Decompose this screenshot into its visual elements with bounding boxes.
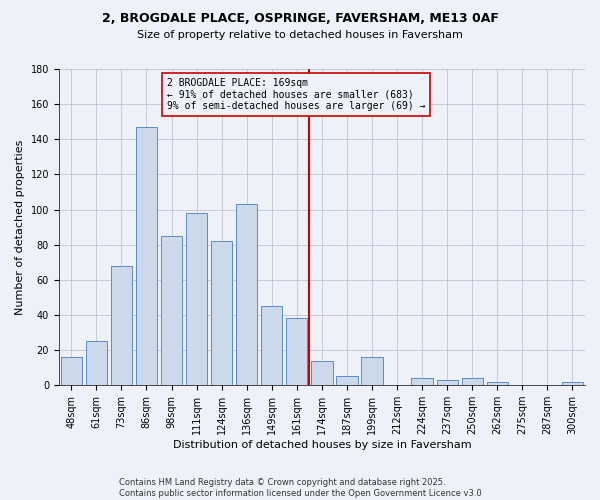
Bar (211, 241, 232, 385)
Bar (412, 378, 433, 385)
Bar (361, 357, 383, 385)
Y-axis label: Number of detached properties: Number of detached properties (15, 140, 25, 315)
Bar (186, 213, 207, 385)
Bar (461, 378, 483, 385)
Text: Contains HM Land Registry data © Crown copyright and database right 2025.
Contai: Contains HM Land Registry data © Crown c… (119, 478, 481, 498)
Text: 2, BROGDALE PLACE, OSPRINGE, FAVERSHAM, ME13 0AF: 2, BROGDALE PLACE, OSPRINGE, FAVERSHAM, … (101, 12, 499, 26)
Bar (161, 236, 182, 385)
Bar (61, 357, 82, 385)
Bar (487, 382, 508, 385)
Bar (261, 306, 283, 385)
Bar (111, 266, 132, 385)
X-axis label: Distribution of detached houses by size in Faversham: Distribution of detached houses by size … (173, 440, 471, 450)
Bar (136, 127, 157, 385)
Bar (562, 382, 583, 385)
Bar (311, 360, 332, 385)
Bar (286, 318, 307, 385)
Text: 2 BROGDALE PLACE: 169sqm
← 91% of detached houses are smaller (683)
9% of semi-d: 2 BROGDALE PLACE: 169sqm ← 91% of detach… (167, 78, 425, 111)
Bar (86, 342, 107, 385)
Text: Size of property relative to detached houses in Faversham: Size of property relative to detached ho… (137, 30, 463, 40)
Bar (336, 376, 358, 385)
Bar (437, 380, 458, 385)
Bar (236, 204, 257, 385)
